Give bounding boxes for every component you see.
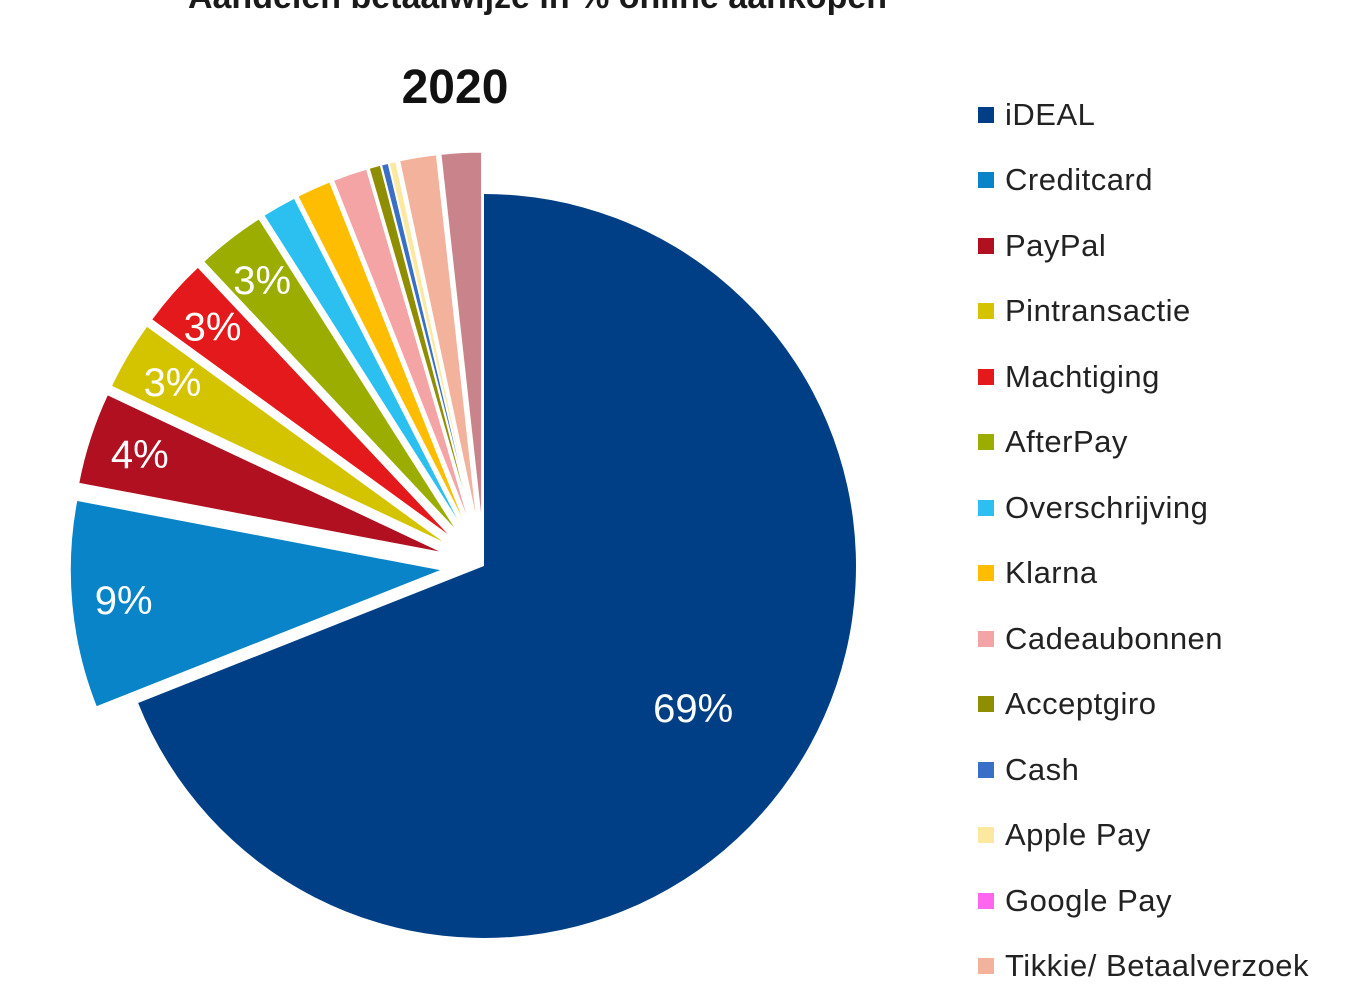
legend: iDEAL Creditcard PayPal Pintransactie Machti…	[978, 82, 1309, 999]
pie-slice-pintransactie	[110, 325, 449, 546]
legend-swatch	[978, 761, 994, 778]
legend-swatch	[978, 499, 994, 516]
legend-item: AfterPay	[978, 410, 1309, 476]
pie-slice-overschrijving	[263, 197, 464, 530]
legend-swatch	[978, 958, 994, 975]
legend-swatch	[978, 106, 994, 123]
pie-slice-machtiging	[150, 266, 453, 539]
legend-label: PayPal	[1005, 227, 1107, 263]
pie-slice-google-pay	[395, 160, 476, 526]
legend-item: Google Pay	[978, 868, 1309, 934]
legend-label: Cash	[1005, 751, 1080, 787]
data-label: 3%	[184, 306, 242, 350]
legend-label: Klarna	[1005, 555, 1098, 591]
legend-label: Tikkie/ Betaalverzoek	[1005, 948, 1309, 984]
legend-item: Overschrijving	[978, 475, 1309, 541]
legend-swatch	[978, 368, 994, 385]
data-label: 69%	[653, 687, 733, 731]
legend-swatch	[978, 303, 994, 320]
legend-label: AfterPay	[1005, 424, 1128, 460]
legend-swatch	[978, 434, 994, 451]
legend-item: Tikkie/ Betaalverzoek	[978, 934, 1309, 1000]
pie-slice-afterpay	[202, 217, 459, 534]
pie-slice-cash	[380, 162, 475, 526]
data-label: 4%	[111, 433, 169, 477]
legend-label: Creditcard	[1005, 162, 1153, 198]
pie-slice-creditcard	[69, 499, 445, 708]
legend-item: Acceptgiro	[978, 672, 1309, 738]
legend-swatch	[978, 696, 994, 713]
data-label: 3%	[144, 361, 202, 405]
legend-item: Creditcard	[978, 148, 1309, 214]
data-label: 3%	[233, 259, 291, 303]
legend-label: Machtiging	[1005, 358, 1160, 394]
legend-item: Klarna	[978, 541, 1309, 607]
pie-slice-tikkie-betaalverzoek	[398, 154, 478, 525]
legend-item: PayPal	[978, 213, 1309, 279]
chart-subtitle: 2020	[401, 61, 509, 114]
legend-item: Pintransactie	[978, 279, 1309, 345]
legend-label: Apple Pay	[1005, 817, 1151, 853]
pie-slice-cadeaubonnen	[332, 168, 471, 527]
legend-label: Cadeaubonnen	[1005, 620, 1224, 656]
legend-item: Machtiging	[978, 344, 1309, 410]
legend-swatch	[978, 172, 994, 189]
legend-item: iDEAL	[978, 82, 1309, 148]
pie-slice-paypal	[77, 393, 445, 554]
pie-slice-ideal	[138, 194, 856, 938]
legend-label: iDEAL	[1005, 96, 1096, 132]
pie-slice-unlabeled-14	[440, 151, 483, 525]
legend-item: Cash	[978, 737, 1309, 803]
legend-label: Google Pay	[1005, 882, 1172, 918]
legend-swatch	[978, 827, 994, 844]
legend-swatch	[978, 565, 994, 582]
legend-swatch	[978, 892, 994, 909]
legend-swatch	[978, 237, 994, 254]
pie-slice-klarna	[297, 181, 468, 528]
legend-label: Acceptgiro	[1005, 686, 1157, 722]
legend-item: Apple Pay	[978, 803, 1309, 869]
legend-label: Pintransactie	[1005, 293, 1191, 329]
legend-item: Cadeaubonnen	[978, 606, 1309, 672]
data-label: 9%	[95, 579, 153, 623]
legend-label: Overschrijving	[1005, 489, 1209, 525]
pie-slice-acceptgiro	[368, 164, 474, 526]
chart-title: Aandelen betaalwijze in % online aankope…	[0, 0, 1075, 22]
legend-swatch	[978, 630, 994, 647]
